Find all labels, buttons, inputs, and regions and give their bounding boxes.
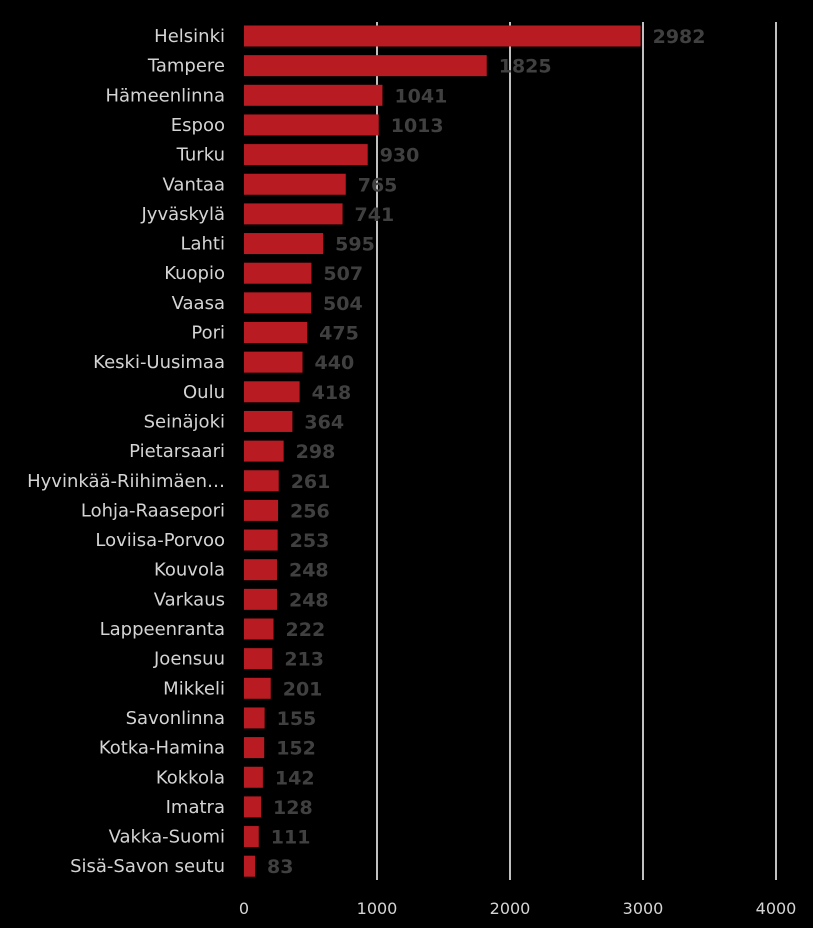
bar [244,292,312,314]
data-label: 261 [291,471,331,493]
data-label: 765 [358,174,398,196]
category-label: Kotka-Hamina [99,738,225,759]
bar [244,233,324,255]
bar [244,766,263,788]
bar [244,381,300,403]
category-label: Joensuu [153,649,225,670]
bar [244,588,277,610]
data-label: 142 [275,767,315,789]
data-label: 1825 [499,56,552,78]
category-label: Helsinki [154,26,225,47]
bar [244,499,279,521]
category-label: Oulu [183,382,225,403]
data-label: 2982 [653,26,706,48]
bar [244,410,293,432]
gridlines [376,22,777,880]
bar [244,144,368,166]
bar [244,826,259,848]
category-label: Hyvinkää-Riihimäen… [27,471,225,492]
bar [244,796,262,818]
category-label: Savonlinna [126,708,225,729]
category-label: Kuopio [164,263,225,284]
bars [244,25,641,877]
bar [244,84,383,106]
data-label: 201 [283,678,323,700]
bar [244,737,265,759]
data-label: 298 [296,441,336,463]
data-label: 128 [273,797,313,819]
category-label: Vaasa [172,293,225,314]
data-label: 364 [304,411,344,433]
category-label: Imatra [166,797,225,818]
data-label: 222 [286,619,326,641]
data-label: 504 [323,293,363,315]
data-label: 930 [380,145,420,167]
category-label: Varkaus [154,589,225,610]
x-tick-label: 2000 [490,899,531,918]
category-label: Pori [191,323,225,344]
data-label: 1041 [394,85,447,107]
category-label: Vakka-Suomi [109,827,225,848]
bar [244,351,303,373]
data-label: 1013 [391,115,444,137]
data-label: 155 [277,708,317,730]
category-label: Pietarsaari [129,441,225,462]
category-label: Keski-Uusimaa [93,352,225,373]
category-label: Lahti [180,234,225,255]
value-labels: 2982 1825 1041 1013 930 765 741 595 507 504 475 440… [267,26,705,878]
category-label: Jyväskylä [141,204,226,225]
data-label: 595 [335,234,375,256]
x-tick-label: 0 [239,899,249,918]
bar [244,203,343,225]
category-label: Sisä-Savon seutu [70,856,225,877]
x-tick-label: 4000 [756,899,797,918]
category-label: Vantaa [163,174,225,195]
bar [244,648,273,670]
data-label: 111 [271,827,311,849]
bar [244,25,641,47]
bar [244,855,256,877]
data-label: 507 [323,263,363,285]
bar [244,262,312,284]
category-label: Espoo [171,115,225,136]
bar [244,707,265,729]
bar [244,677,271,699]
x-tick-label: 1000 [357,899,398,918]
data-label: 253 [290,530,330,552]
category-label: Hämeenlinna [105,85,225,106]
bar [244,173,346,195]
category-label: Seinäjoki [144,411,225,432]
bar [244,618,274,640]
bar [244,55,487,77]
data-label: 418 [312,382,352,404]
bar [244,114,379,136]
category-labels: Helsinki Tampere Hämeenlinna Espoo Turku Vant… [27,26,225,877]
category-label: Kouvola [154,560,225,581]
data-label: 475 [319,323,359,345]
category-label: Mikkeli [163,678,225,699]
data-label: 152 [276,738,316,760]
data-label: 83 [267,856,293,878]
data-label: 256 [290,500,330,522]
bar [244,322,308,343]
data-label: 248 [289,560,329,582]
data-label: 248 [289,589,329,611]
category-label: Loviisa-Porvoo [95,530,225,551]
category-label: Lappeenranta [100,619,225,640]
x-tick-label: 3000 [623,899,664,918]
data-label: 440 [315,352,355,374]
category-label: Turku [176,145,225,166]
bar [244,470,279,492]
data-label: 741 [355,204,395,226]
bar [244,529,278,551]
x-axis-tick-labels: 0 1000 2000 3000 4000 [239,899,796,918]
bar [244,440,284,462]
bar [244,559,277,581]
category-label: Kokkola [156,767,225,788]
category-label: Tampere [147,56,225,77]
data-label: 213 [284,649,324,671]
category-label: Lohja-Raasepori [81,500,225,521]
